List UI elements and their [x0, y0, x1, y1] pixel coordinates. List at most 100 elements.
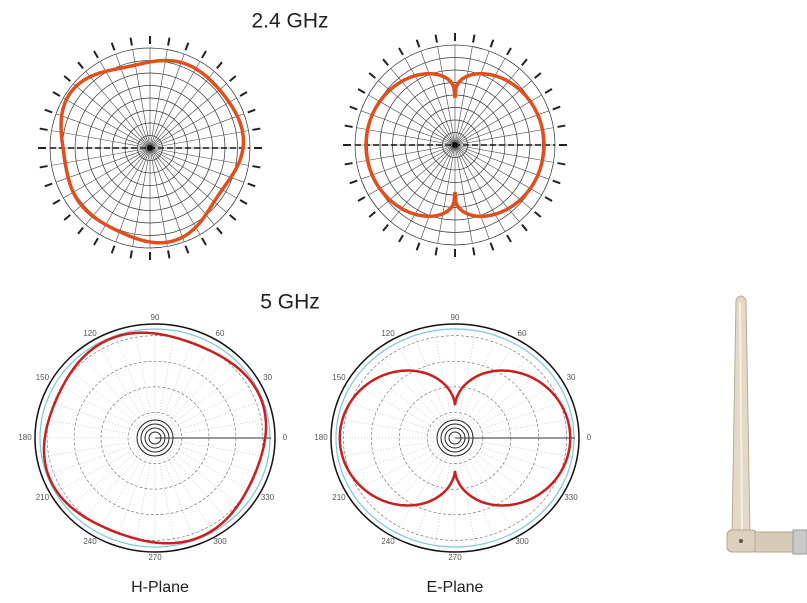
- pattern: [42, 331, 268, 545]
- grid-spoke: [168, 367, 245, 428]
- tick: [349, 105, 358, 111]
- tick: [552, 105, 561, 111]
- grid-spoke: [454, 144, 490, 240]
- grid-spoke: [40, 418, 138, 436]
- tick: [415, 39, 421, 48]
- tick: [489, 39, 495, 48]
- angle-label: 0: [283, 433, 288, 442]
- grid-spoke: [437, 46, 456, 146]
- grid-spoke: [454, 144, 473, 244]
- angle-label: 60: [518, 329, 527, 338]
- grid-spoke: [149, 113, 245, 149]
- grid-spoke: [463, 452, 516, 534]
- angle-label: 210: [36, 493, 50, 502]
- grid-spoke: [404, 144, 456, 232]
- grid-spoke: [454, 144, 550, 180]
- grid-spoke: [165, 353, 230, 426]
- grid-spoke: [362, 367, 442, 428]
- grid-spoke: [40, 440, 138, 458]
- angle-label: 270: [448, 553, 462, 562]
- angle-label: 150: [332, 373, 346, 382]
- tick: [201, 237, 207, 246]
- grid-spoke: [404, 58, 456, 146]
- grid-spoke: [99, 147, 151, 235]
- grid-spoke: [454, 46, 473, 146]
- grid-spoke: [149, 147, 215, 225]
- tick: [557, 124, 566, 128]
- tick: [368, 72, 376, 79]
- angle-label: 90: [151, 313, 160, 322]
- grid-spoke: [420, 50, 456, 146]
- tick: [415, 242, 421, 251]
- tick: [93, 50, 99, 59]
- tick: [216, 227, 223, 235]
- tick: [184, 42, 190, 51]
- grid-spoke: [96, 452, 147, 534]
- grid-spoke: [342, 443, 439, 476]
- grid-spoke: [378, 144, 456, 210]
- tick: [229, 214, 237, 221]
- grid-spoke: [378, 80, 456, 146]
- tick: [184, 245, 190, 254]
- grid-spoke: [169, 446, 256, 494]
- grid-spoke: [54, 446, 141, 494]
- grid-spoke: [149, 130, 249, 149]
- angle-label: 210: [332, 493, 346, 502]
- grid-spoke: [360, 144, 456, 180]
- tick: [239, 199, 248, 205]
- tick: [489, 242, 495, 251]
- grid-spoke: [368, 144, 456, 196]
- grid-spoke: [413, 334, 450, 423]
- grid-spoke: [85, 147, 151, 225]
- tick: [398, 47, 404, 56]
- grid-spoke: [115, 453, 150, 542]
- grid-spoke: [149, 61, 201, 149]
- tick: [39, 165, 48, 169]
- grid-spoke: [356, 127, 456, 146]
- angle-label: 300: [515, 537, 529, 546]
- tick: [544, 196, 553, 202]
- tick: [110, 42, 116, 51]
- tick: [506, 47, 512, 56]
- grid-spoke: [149, 147, 201, 235]
- grid-spoke: [54, 382, 141, 430]
- pattern: [59, 58, 246, 245]
- tick: [110, 245, 116, 254]
- tick: [44, 108, 53, 114]
- grid-spoke: [45, 400, 139, 433]
- grid-spoke: [157, 454, 176, 547]
- grid-spoke: [134, 329, 153, 422]
- tick: [472, 34, 476, 43]
- grid-spoke: [51, 130, 151, 149]
- grid-spoke: [171, 443, 265, 476]
- tick: [63, 214, 71, 221]
- grid-spoke: [55, 113, 151, 149]
- grid-spoke: [350, 446, 440, 494]
- grid-spoke: [454, 58, 506, 146]
- grid-spoke: [149, 147, 185, 243]
- tick: [382, 58, 389, 66]
- grid-spoke: [149, 147, 245, 183]
- grid-spoke: [413, 453, 450, 542]
- grid-spoke: [85, 71, 151, 149]
- tick: [382, 224, 389, 232]
- grid-spoke: [149, 49, 168, 149]
- grid-spoke: [466, 353, 533, 426]
- tick: [552, 179, 561, 185]
- grid-spoke: [157, 329, 176, 422]
- tick: [77, 227, 84, 235]
- grid-spoke: [51, 147, 151, 166]
- angle-label: 330: [564, 493, 578, 502]
- tick: [129, 250, 133, 259]
- tick: [357, 196, 366, 202]
- grid-spoke: [73, 83, 151, 149]
- grid-spoke: [356, 144, 456, 163]
- angle-label: 330: [261, 493, 275, 502]
- grid-spoke: [149, 147, 249, 166]
- grid-spoke: [362, 448, 442, 509]
- center: [452, 142, 458, 148]
- caption: E-Plane: [427, 579, 484, 596]
- grid-spoke: [65, 367, 142, 428]
- tick: [44, 182, 53, 188]
